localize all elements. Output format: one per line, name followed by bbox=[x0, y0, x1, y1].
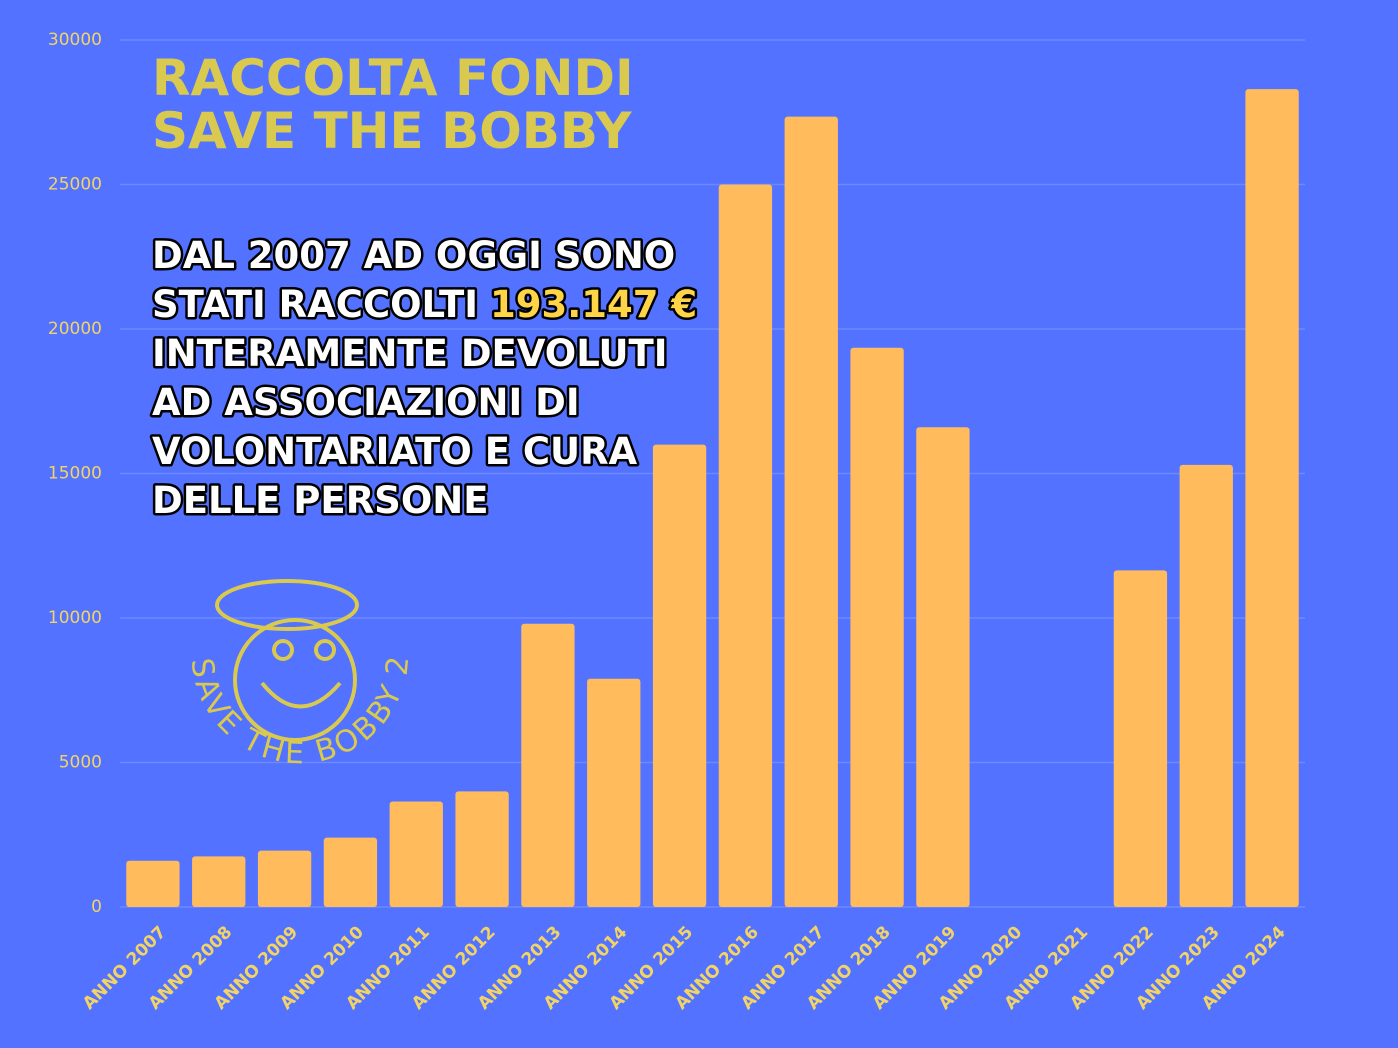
y-tick-label: 0 bbox=[91, 897, 102, 917]
bar bbox=[784, 116, 838, 907]
annotation-text: AD ASSOCIAZIONI DI bbox=[152, 381, 580, 424]
annotation-line: VOLONTARIATO E CURA bbox=[152, 430, 638, 473]
bar bbox=[850, 347, 904, 907]
y-tick-label: 20000 bbox=[48, 319, 102, 339]
bar bbox=[455, 791, 509, 907]
bar bbox=[1113, 570, 1168, 907]
bar bbox=[718, 184, 773, 907]
grid: 0 5000 10000 15000 20000 25000 30000 bbox=[48, 30, 1305, 917]
y-tick-label: 15000 bbox=[48, 464, 102, 484]
annotation-line: DAL 2007 AD OGGI SONO bbox=[152, 234, 675, 277]
halo bbox=[215, 579, 359, 631]
chart-title: RACCOLTA FONDI bbox=[152, 49, 634, 107]
bar bbox=[257, 850, 312, 907]
annotation-line: INTERAMENTE DEVOLUTI bbox=[152, 332, 668, 375]
annotation-text: VOLONTARIATO E CURA bbox=[152, 430, 638, 473]
y-tick-label: 25000 bbox=[48, 175, 102, 195]
bar bbox=[323, 837, 378, 907]
bar bbox=[1245, 89, 1299, 907]
y-tick-label: 5000 bbox=[59, 753, 102, 773]
annotation-text: STATI RACCOLTI bbox=[152, 283, 478, 326]
bar bbox=[521, 623, 575, 907]
smile bbox=[260, 681, 342, 709]
annotation-line: AD ASSOCIAZIONI DI bbox=[152, 381, 580, 424]
bar bbox=[652, 444, 707, 907]
annotation: DAL 2007 AD OGGI SONO STATI RACCOLTI 193.1… bbox=[150, 232, 700, 525]
annotation-highlight: 193.147 € bbox=[490, 283, 697, 326]
eye bbox=[272, 639, 294, 661]
chart-title: SAVE THE BOBBY bbox=[152, 102, 632, 160]
annotation-text: DAL 2007 AD OGGI SONO bbox=[152, 234, 675, 277]
bar bbox=[916, 427, 970, 907]
bar bbox=[126, 860, 180, 907]
eye bbox=[314, 639, 336, 661]
annotation-line: DELLE PERSONE bbox=[152, 479, 489, 522]
y-tick-label: 30000 bbox=[48, 30, 102, 50]
annotation-line: STATI RACCOLTI 193.147 € bbox=[152, 283, 697, 326]
bar bbox=[1179, 464, 1233, 907]
bar bbox=[192, 856, 246, 907]
face bbox=[233, 618, 357, 742]
annotation-text: INTERAMENTE DEVOLUTI bbox=[152, 332, 668, 375]
annotation-text: DELLE PERSONE bbox=[152, 479, 489, 522]
bar bbox=[389, 801, 443, 907]
bar bbox=[587, 678, 641, 907]
bars bbox=[126, 89, 1299, 907]
y-tick-label: 10000 bbox=[48, 608, 102, 628]
